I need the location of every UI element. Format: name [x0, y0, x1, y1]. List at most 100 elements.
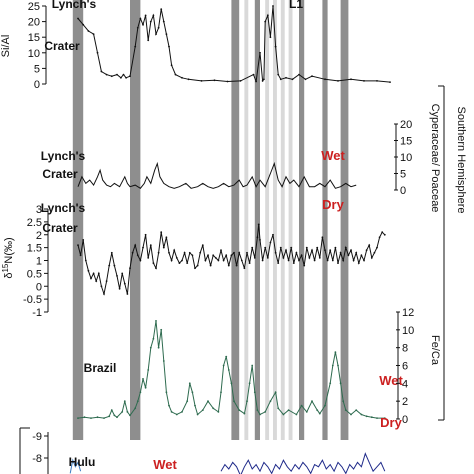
point-si_al-38: [261, 80, 264, 82]
point-d15n-114: [370, 257, 373, 259]
point-si_al-0: [77, 17, 79, 20]
point-d15n-60: [233, 251, 235, 254]
wet-annotation-2: Wet: [379, 373, 403, 388]
point-fe_ca-5: [108, 415, 111, 418]
point-d15n-42: [186, 262, 189, 264]
point-fe_ca-30: [186, 400, 189, 403]
point-fe_ca-8: [116, 416, 118, 419]
point-fe_ca-7: [113, 414, 116, 417]
point-fe_ca-62: [311, 400, 313, 403]
point-d15n-119: [383, 233, 386, 236]
lynch-crater-label-2a: Lynch's: [41, 149, 86, 163]
point-d15n-112: [365, 249, 368, 252]
point-d15n-65: [246, 251, 248, 254]
point-d15n-116: [376, 246, 378, 249]
point-d15n-33: [162, 246, 165, 249]
point-d15n-71: [259, 239, 261, 241]
point-d15n-82: [287, 259, 290, 262]
point-si_al-34: [239, 80, 242, 82]
point-fe_ca-31: [188, 382, 191, 385]
point-fe_ca-44: [233, 400, 235, 403]
point-fe_ca-18: [147, 369, 150, 371]
point-fe_ca-49: [251, 364, 254, 367]
tick-d15n-0: 3: [36, 204, 42, 216]
tick-si_al-2: 15: [28, 32, 40, 44]
point-fe_ca-69: [337, 364, 339, 367]
light-band-1: [265, 0, 270, 440]
point-fe_ca-14: [136, 400, 139, 403]
point-fe_ca-78: [376, 417, 378, 419]
point-d15n-85: [295, 251, 298, 254]
light-band-2: [273, 0, 277, 440]
lynch-crater-label-1a: Lynch's: [52, 0, 97, 11]
point-d15n-75: [269, 241, 272, 244]
tick-d15n-6: 0: [36, 281, 42, 293]
point-fe_ca-61: [305, 411, 308, 413]
point-d15n-52: [212, 254, 215, 257]
tick-cyperaceae-4: 0: [400, 185, 406, 197]
point-si_al-2: [87, 30, 90, 32]
point-si_al-25: [165, 33, 168, 35]
point-d15n-21: [131, 251, 134, 254]
series-line-hulu_left: [69, 458, 82, 474]
point-fe_ca-58: [287, 409, 290, 411]
tick-cyperaceae-0: 20: [400, 119, 412, 131]
point-fe_ca-32: [191, 391, 194, 394]
point-d15n-105: [347, 254, 350, 257]
point-d15n-50: [207, 254, 209, 257]
point-si_al-44: [274, 45, 277, 48]
point-d15n-41: [183, 251, 186, 254]
tick-si_al-5: 0: [34, 79, 40, 91]
dry-annotation-1: Dry: [322, 197, 344, 212]
point-fe_ca-21: [155, 320, 157, 322]
point-fe_ca-27: [170, 411, 173, 413]
point-fe_ca-45: [238, 409, 241, 411]
point-d15n-7: [95, 280, 98, 282]
point-d15n-103: [342, 259, 345, 262]
point-si_al-13: [134, 45, 137, 48]
point-fe_ca-20: [152, 337, 155, 340]
point-d15n-70: [257, 223, 260, 226]
point-d15n-92: [313, 259, 316, 262]
point-fe_ca-48: [248, 382, 251, 385]
tick-si_al-0: 25: [28, 1, 40, 13]
point-fe_ca-11: [126, 411, 129, 413]
point-d15n-87: [300, 254, 303, 257]
point-d15n-101: [337, 262, 339, 264]
point-d15n-76: [272, 233, 274, 236]
point-d15n-100: [334, 246, 337, 249]
point-si_al-52: [324, 78, 326, 81]
point-d15n-74: [266, 257, 269, 259]
point-d15n-36: [170, 259, 173, 262]
point-d15n-15: [116, 275, 118, 277]
point-si_al-5: [100, 70, 103, 73]
point-d15n-118: [381, 231, 384, 234]
tick-d15n-3: 1.5: [27, 243, 42, 255]
point-d15n-54: [217, 259, 220, 262]
point-d15n-62: [238, 251, 241, 254]
top-partial-label: L1: [289, 0, 303, 11]
southern-hemisphere-title: Southern Hemisphere: [455, 106, 467, 213]
point-d15n-110: [360, 254, 363, 257]
point-d15n-26: [144, 233, 147, 236]
point-d15n-94: [318, 257, 321, 259]
point-d15n-48: [201, 244, 204, 247]
point-d15n-63: [240, 259, 243, 262]
point-d15n-6: [92, 272, 95, 275]
point-d15n-51: [209, 264, 212, 267]
point-d15n-86: [298, 259, 300, 262]
point-d15n-88: [303, 264, 306, 267]
tick-d15n-2: 2: [36, 230, 42, 242]
tick-fe_ca-3: 6: [402, 361, 408, 373]
dark-band-2: [231, 0, 240, 440]
lynch-crater-label-1b: Crater: [44, 39, 80, 53]
point-si_al-45: [277, 73, 280, 76]
tick-cyperaceae-2: 10: [400, 152, 412, 164]
point-fe_ca-4: [103, 417, 105, 419]
wet-annotation-1: Wet: [321, 148, 345, 163]
point-fe_ca-22: [157, 346, 160, 349]
point-d15n-25: [142, 246, 144, 249]
point-fe_ca-0: [77, 417, 79, 419]
point-d15n-0: [77, 244, 79, 247]
tick-cyperaceae-3: 5: [400, 169, 406, 181]
